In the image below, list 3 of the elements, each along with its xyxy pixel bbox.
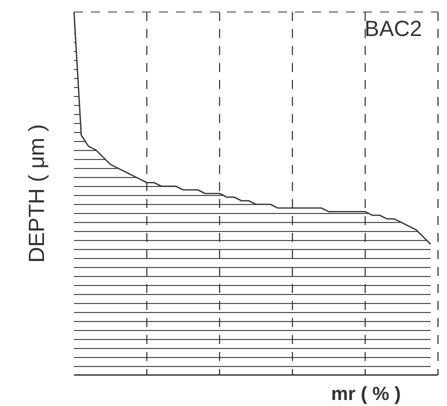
y-axis-title: DEPTH ( μm ) <box>24 124 49 263</box>
chart-title: BAC2 <box>364 16 422 41</box>
x-axis-title: mr ( % ) <box>331 384 401 405</box>
